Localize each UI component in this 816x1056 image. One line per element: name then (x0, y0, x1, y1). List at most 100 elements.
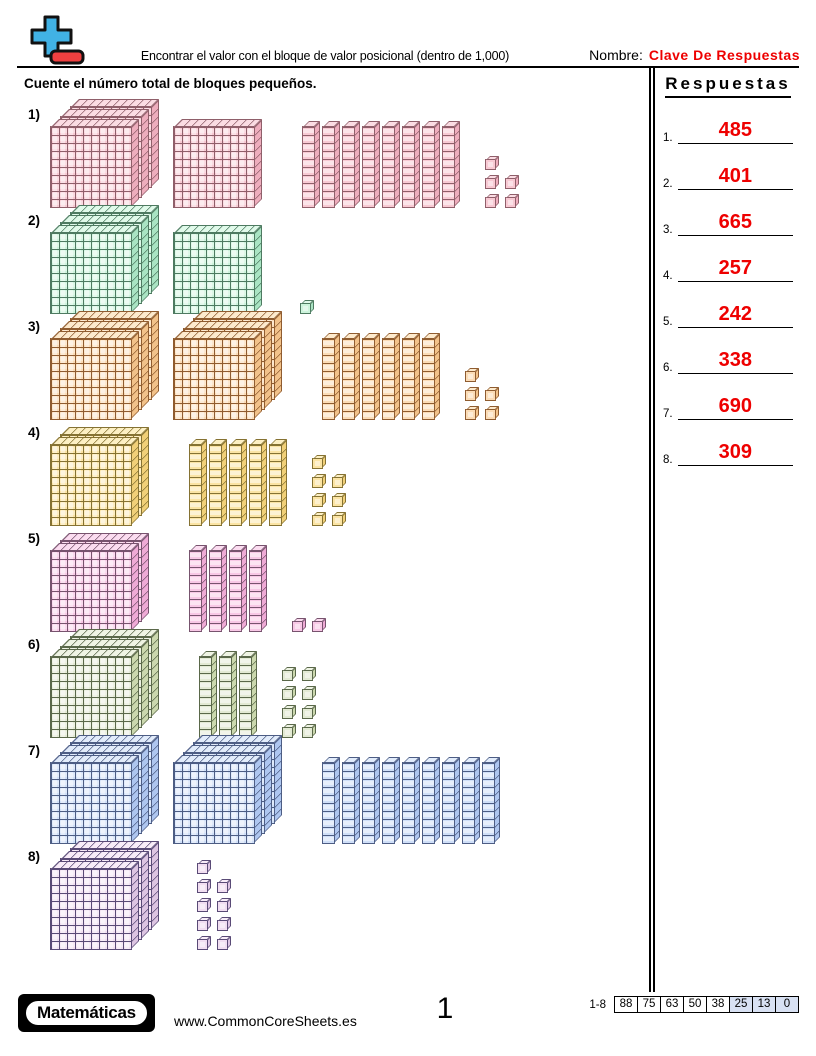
flat-right-face (131, 119, 139, 207)
tens-rod (189, 545, 207, 632)
hundreds-flat (173, 331, 262, 420)
ones-cube (312, 618, 326, 632)
cube-right-face (227, 917, 231, 930)
answer-row: 3. 665 (661, 190, 795, 236)
answer-value: 690 (718, 395, 752, 417)
tens-rod (362, 757, 380, 844)
tens-rod (422, 757, 440, 844)
ones-cube (312, 474, 326, 488)
flat-right-face (151, 841, 159, 929)
rod-right-face (281, 439, 287, 525)
answer-blank: 309 (677, 441, 793, 466)
answer-row: 4. 257 (661, 236, 795, 282)
tens-rod (362, 121, 380, 208)
cube-right-face (322, 493, 326, 506)
ones-cube (465, 387, 479, 401)
flat-top-face (51, 437, 139, 445)
website-link[interactable]: www.CommonCoreSheets.es (174, 1013, 357, 1029)
ones-cube (302, 667, 316, 681)
flat-right-face (141, 639, 149, 727)
ones-cube-row (282, 667, 316, 681)
ones-cubes-group (485, 156, 519, 208)
hundreds-flat-stack (173, 224, 263, 314)
tens-rod (249, 545, 267, 632)
problem-number-label: 2) (28, 213, 41, 228)
ones-cube-row (292, 618, 326, 632)
flat-top-face (61, 427, 149, 435)
ones-cube-row (282, 705, 316, 719)
answer-value: 257 (718, 257, 752, 279)
tens-rod (199, 651, 217, 738)
hundreds-flat (50, 755, 139, 844)
cube-right-face (495, 175, 499, 188)
ones-cubes-group (300, 300, 314, 314)
ones-cube (465, 368, 479, 382)
flat-top-face (61, 109, 149, 117)
ones-cube (292, 618, 306, 632)
tens-rod (462, 757, 480, 844)
ones-cube (282, 667, 296, 681)
cube-right-face (475, 387, 479, 400)
ones-cube (302, 705, 316, 719)
flat-right-face (254, 331, 262, 419)
problems-list: 1) 2) 3) 4) 5) 6) 7) 8) (28, 99, 644, 954)
ones-cubes-group (465, 368, 499, 420)
flat-right-face (151, 735, 159, 823)
problem-row: 5) (28, 530, 644, 636)
answer-row: 7. 690 (661, 374, 795, 420)
tens-rods-group (302, 121, 460, 208)
flat-right-face (151, 311, 159, 399)
blocks-group (50, 532, 326, 636)
flat-right-face (151, 205, 159, 293)
problem-row: 8) (28, 841, 644, 954)
ones-cube (332, 474, 346, 488)
blocks-group (50, 204, 314, 318)
cube-right-face (292, 705, 296, 718)
flat-top-face (51, 225, 139, 233)
rod-right-face (474, 757, 480, 843)
tens-rod (382, 757, 400, 844)
flat-right-face (141, 533, 149, 621)
answer-blank: 257 (677, 257, 793, 282)
tens-rod (302, 121, 320, 208)
ones-cube (282, 705, 296, 719)
answers-panel: Respuestas 1. 485 2. 401 3. 665 4. 257 5… (661, 74, 795, 466)
hundreds-flat-stack (50, 734, 160, 844)
hundreds-flat-stack (50, 426, 150, 526)
hundreds-flat (50, 543, 139, 632)
ones-cubes-group (282, 667, 316, 738)
rod-right-face (434, 333, 440, 419)
tens-rods-group (322, 757, 500, 844)
hundreds-flat-stack (173, 118, 263, 208)
brand-label: Matemáticas (24, 999, 149, 1027)
ones-cube (197, 936, 211, 950)
problem-number-label: 1) (28, 107, 41, 122)
problem-row: 6) (28, 629, 644, 742)
flat-top-face (51, 119, 139, 127)
cube-right-face (312, 686, 316, 699)
answer-value: 401 (718, 165, 752, 187)
answer-blank: 401 (677, 165, 793, 190)
ones-cube (282, 686, 296, 700)
score-table: 1-8 88 75 63 50 38 25 13 0 (589, 996, 799, 1013)
ones-cube (505, 194, 519, 208)
flat-top-face (61, 851, 149, 859)
cube-right-face (292, 667, 296, 680)
cube-right-face (207, 879, 211, 892)
blocks-group (50, 734, 501, 848)
score-cell: 13 (752, 996, 776, 1013)
rod-right-face (261, 439, 267, 525)
ones-cube-row (465, 387, 499, 401)
hundreds-flat (50, 437, 139, 526)
rod-right-face (221, 545, 227, 631)
flat-top-face (71, 99, 159, 107)
answer-number: 7. (663, 408, 673, 420)
cube-right-face (322, 618, 326, 631)
ones-cube-row (485, 156, 499, 170)
hundreds-flat-stack (50, 532, 150, 632)
cube-right-face (495, 406, 499, 419)
rod-right-face (394, 333, 400, 419)
ones-cube (217, 917, 231, 931)
answer-number: 8. (663, 454, 673, 466)
rod-right-face (354, 757, 360, 843)
